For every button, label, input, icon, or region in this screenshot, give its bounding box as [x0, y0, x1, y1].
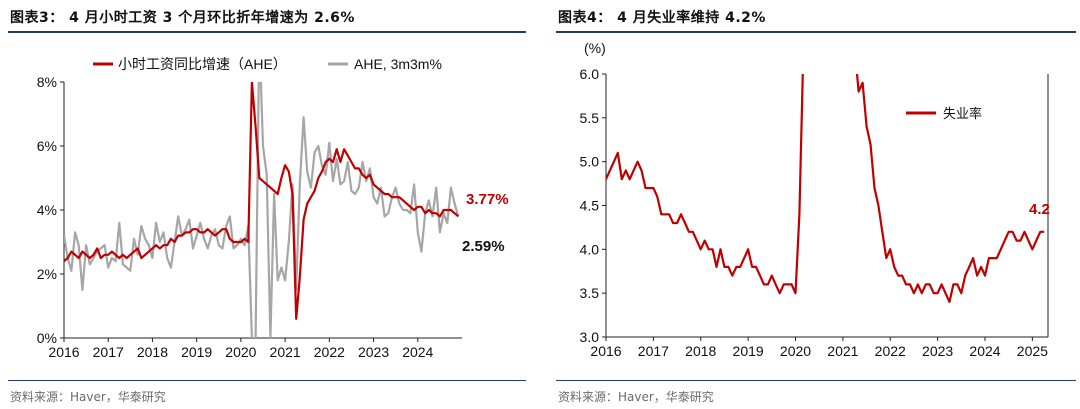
y-tick-label: 3.5 — [580, 285, 600, 301]
y-tick-label: 5.5 — [580, 110, 600, 126]
x-tick-label: 2018 — [137, 344, 168, 360]
end-label-3m3m: 2.59% — [462, 238, 505, 255]
y-tick-label: 6.0 — [580, 66, 600, 82]
chart-title: 图表3： 4 月小时工资 3 个月环比折年增速为 2.6% — [10, 10, 355, 26]
footer-rule — [8, 380, 526, 381]
x-tick-label: 2021 — [270, 344, 301, 360]
source-note: 资料来源：Haver，华泰研究 — [10, 390, 166, 404]
title-rule — [8, 31, 526, 33]
legend-label-1: 小时工资同比增速（AHE） — [118, 56, 287, 72]
footer-rule — [556, 380, 1076, 381]
panel-hourly-earnings: 图表3： 4 月小时工资 3 个月环比折年增速为 2.6% 0% 2% 4% 6% 8%… — [0, 0, 530, 409]
y-tick-label: 6% — [37, 138, 57, 154]
x-tick-label: 2020 — [225, 344, 256, 360]
source-note: 资料来源：Haver，华泰研究 — [558, 390, 714, 404]
y-tick-label: 0% — [37, 330, 57, 346]
x-tick-label: 2024 — [402, 344, 433, 360]
x-tick-label: 2017 — [638, 343, 669, 359]
unemployment-chart: 3.0 3.5 4.0 4.5 5.0 5.5 6.0 2016 2017 2018 2019 202… — [580, 40, 1050, 359]
x-tick-label: 2019 — [733, 343, 764, 359]
title-rule — [556, 31, 1076, 33]
x-tick-label: 2023 — [358, 344, 389, 360]
y-tick-label: 4.5 — [580, 198, 600, 214]
x-tick-label: 2023 — [922, 343, 953, 359]
x-tick-label: 2018 — [685, 343, 716, 359]
x-tick-label: 2017 — [93, 344, 124, 360]
series-line-2 — [64, 82, 460, 338]
y-tick-label: 3.0 — [580, 329, 600, 345]
x-tick-label: 2020 — [780, 343, 811, 359]
panel-unemployment: 图表4： 4 月失业率维持 4.2% 3.0 3.5 4.0 4.5 5.0 5.5 6.0… — [548, 0, 1080, 409]
legend-label-2: AHE, 3m3m% — [354, 56, 442, 72]
x-tick-label: 2021 — [827, 343, 858, 359]
x-tick-label: 2022 — [875, 343, 906, 359]
y-unit-label: (%) — [584, 40, 606, 56]
y-tick-label: 8% — [37, 74, 57, 90]
y-tick-label: 4% — [37, 202, 57, 218]
y-tick-label: 2% — [37, 266, 57, 282]
y-tick-label: 5.0 — [580, 154, 600, 170]
series-line-1 — [606, 74, 1045, 303]
legend-label-1: 失业率 — [943, 106, 982, 121]
hourly-earnings-chart: 0% 2% 4% 6% 8% 2016 2017 2018 2019 2020 2021 2022 20… — [37, 56, 509, 360]
y-tick-label: 4.0 — [580, 241, 600, 257]
end-label-unemployment: 4.2 — [1029, 201, 1050, 218]
x-tick-label: 2016 — [590, 343, 621, 359]
x-tick-label: 2022 — [314, 344, 345, 360]
x-tick-label: 2025 — [1017, 343, 1048, 359]
x-tick-label: 2024 — [969, 343, 1000, 359]
x-tick-label: 2016 — [48, 344, 79, 360]
series-line-1 — [64, 82, 460, 320]
chart-title: 图表4： 4 月失业率维持 4.2% — [558, 10, 766, 26]
x-tick-label: 2019 — [181, 344, 212, 360]
end-label-ahe: 3.77% — [466, 191, 509, 208]
